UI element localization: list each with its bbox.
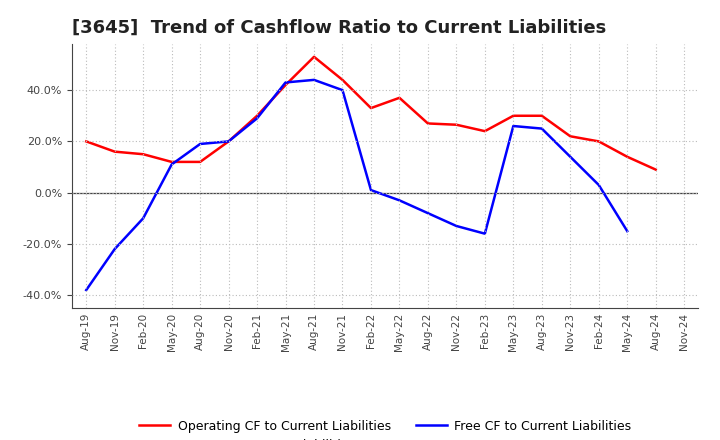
Operating CF to Current Liabilities [196, 159, 204, 165]
Operating CF to Current Liabilities [110, 149, 119, 154]
Free CF to Current Liabilities [167, 162, 176, 167]
Operating CF to Current Liabilities [509, 113, 518, 118]
Free CF to Current Liabilities [110, 246, 119, 252]
Free CF to Current Liabilities [537, 126, 546, 131]
Free CF to Current Liabilities [338, 88, 347, 93]
Free CF to Current Liabilities [509, 123, 518, 128]
Line: Free CF to Current Liabilities: Free CF to Current Liabilities [86, 80, 627, 290]
Line: Operating CF to Current Liabilities: Operating CF to Current Liabilities [86, 57, 656, 169]
Operating CF to Current Liabilities [452, 122, 461, 127]
Operating CF to Current Liabilities [139, 151, 148, 157]
Legend: Operating CF to Current Liabilities, Free CF to Current Liabilities, Free CF to : Operating CF to Current Liabilities, Fre… [134, 414, 636, 440]
Free CF to Current Liabilities [623, 228, 631, 234]
Free CF to Current Liabilities [253, 116, 261, 121]
Operating CF to Current Liabilities [366, 106, 375, 111]
Operating CF to Current Liabilities [595, 139, 603, 144]
Operating CF to Current Liabilities [338, 77, 347, 83]
Operating CF to Current Liabilities [395, 95, 404, 100]
Free CF to Current Liabilities [282, 80, 290, 85]
Operating CF to Current Liabilities [253, 113, 261, 118]
Free CF to Current Liabilities [82, 287, 91, 293]
Free CF to Current Liabilities [139, 216, 148, 221]
Text: [3645]  Trend of Cashflow Ratio to Current Liabilities: [3645] Trend of Cashflow Ratio to Curren… [72, 19, 606, 37]
Operating CF to Current Liabilities [282, 82, 290, 88]
Free CF to Current Liabilities [595, 182, 603, 187]
Free CF to Current Liabilities [196, 141, 204, 147]
Free CF to Current Liabilities [423, 210, 432, 216]
Free CF to Current Liabilities [310, 77, 318, 83]
Operating CF to Current Liabilities [566, 134, 575, 139]
Operating CF to Current Liabilities [652, 167, 660, 172]
Operating CF to Current Liabilities [82, 139, 91, 144]
Operating CF to Current Liabilities [537, 113, 546, 118]
Free CF to Current Liabilities [452, 224, 461, 229]
Free CF to Current Liabilities [225, 139, 233, 144]
Free CF to Current Liabilities [566, 154, 575, 159]
Operating CF to Current Liabilities [423, 121, 432, 126]
Operating CF to Current Liabilities [167, 159, 176, 165]
Free CF to Current Liabilities [366, 187, 375, 193]
Free CF to Current Liabilities [395, 198, 404, 203]
Operating CF to Current Liabilities [480, 128, 489, 134]
Operating CF to Current Liabilities [310, 54, 318, 59]
Operating CF to Current Liabilities [225, 139, 233, 144]
Operating CF to Current Liabilities [623, 154, 631, 159]
Free CF to Current Liabilities [480, 231, 489, 236]
